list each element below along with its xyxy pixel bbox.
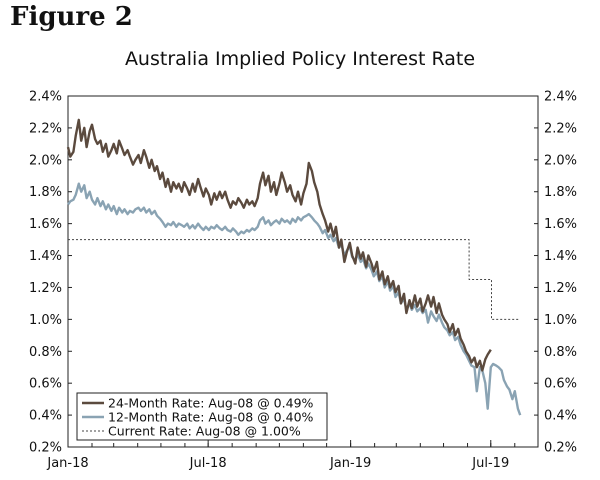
y-tick-label-right: 0.8% — [544, 345, 577, 360]
legend-label: 24-Month Rate: Aug-08 @ 0.49% — [108, 396, 314, 411]
y-tick-label-left: 0.2% — [29, 441, 62, 456]
y-tick-label-right: 1.8% — [544, 185, 577, 200]
y-tick-label-left: 2.0% — [29, 153, 62, 168]
series-layer — [66, 118, 522, 416]
y-tick-label-left: 1.2% — [29, 281, 62, 296]
y-tick-label-right: 1.0% — [544, 313, 577, 328]
y-tick-label-left: 2.2% — [29, 121, 62, 136]
y-tick-label-left: 0.8% — [29, 345, 62, 360]
legend-label: 12-Month Rate: Aug-08 @ 0.40% — [108, 410, 314, 425]
y-tick-label-left: 1.6% — [29, 217, 62, 232]
y-tick-label-left: 1.8% — [29, 185, 62, 200]
y-tick-label-right: 0.6% — [544, 377, 577, 392]
y-tick-label-right: 2.0% — [544, 153, 577, 168]
y-tick-label-left: 0.6% — [29, 377, 62, 392]
chart-legend: 24-Month Rate: Aug-08 @ 0.49%12-Month Ra… — [76, 392, 328, 441]
x-tick-label: Jul-18 — [189, 456, 227, 471]
y-tick-label-left: 1.4% — [29, 249, 62, 264]
x-tick-label: Jul-19 — [471, 456, 509, 471]
legend-label: Current Rate: Aug-08 @ 1.00% — [108, 424, 301, 439]
figure-label: Figure 2 — [10, 2, 133, 32]
y-tick-label-right: 1.6% — [544, 217, 577, 232]
y-tick-label-left: 1.0% — [29, 313, 62, 328]
y-tick-label-right: 1.4% — [544, 249, 577, 264]
legend-box — [76, 392, 328, 441]
y-tick-label-left: 2.4% — [29, 90, 62, 105]
x-tick-label: Jan-18 — [46, 456, 88, 471]
y-tick-label-right: 0.2% — [544, 441, 577, 456]
y-tick-label-right: 2.2% — [544, 121, 577, 136]
y-tick-label-right: 2.4% — [544, 90, 577, 105]
chart-axes: 0.2% 0.2% 0.4% 0.4% 0.6% 0.6% 0.8% 0.8% 1.0% 1.0%… — [29, 90, 577, 472]
chart-title: Australia Implied Policy Interest Rate — [124, 48, 476, 70]
y-tick-label-left: 0.4% — [29, 409, 62, 424]
series-line-24-month — [66, 118, 492, 372]
series-line-12-month — [67, 182, 522, 416]
y-tick-label-right: 0.4% — [544, 409, 577, 424]
y-tick-label-right: 1.2% — [544, 281, 577, 296]
series-line-current-rate — [68, 239, 521, 320]
x-tick-label: Jan-19 — [329, 456, 371, 471]
